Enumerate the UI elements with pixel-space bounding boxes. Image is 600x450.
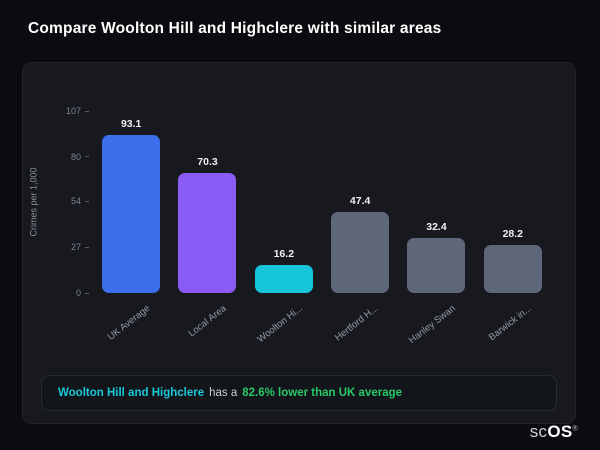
note-stat: 82.6% lower than UK average xyxy=(242,387,403,399)
brand-logo: scOS® xyxy=(530,422,578,442)
y-tick-mark xyxy=(85,292,89,294)
bar-slot: 70.3 Local Area xyxy=(169,111,245,339)
bar-category-label: Woolton Hi... xyxy=(255,303,305,346)
note-box: Woolton Hill and Highclere has a 82.6% l… xyxy=(41,375,557,411)
bar-value-label: 47.4 xyxy=(349,195,371,208)
bar[interactable] xyxy=(407,237,466,293)
bar-slots: 93.1 UK Average 70.3 Local Area 16.2 Woolton … xyxy=(93,111,551,346)
bar-slot: 93.1 UK Average xyxy=(93,111,169,343)
bar[interactable] xyxy=(483,245,542,293)
bar-value-label: 32.4 xyxy=(426,220,447,233)
y-tick-label: 0 xyxy=(75,288,81,298)
bar[interactable] xyxy=(102,134,161,293)
y-tick-mark xyxy=(85,200,89,202)
y-tick: 80 xyxy=(45,152,89,162)
brand-logo-suffix: OS xyxy=(547,422,573,441)
brand-logo-prefix: sc xyxy=(529,422,548,441)
y-tick: 54 xyxy=(45,196,89,206)
bar-slot: 28.2 Barwick in... xyxy=(475,111,551,343)
chart-card: Crimes per 1,000 93.1 UK Average 70.3 Local… xyxy=(22,62,576,424)
y-axis-label-wrap: Crimes per 1,000 xyxy=(27,111,41,293)
y-tick: 27 xyxy=(45,242,89,252)
bar-category-label: UK Average xyxy=(105,303,152,343)
y-tick-label: 27 xyxy=(70,242,81,253)
registered-mark: ® xyxy=(572,425,578,433)
y-tick-label: 80 xyxy=(70,151,81,162)
bar-slot: 47.4 Hertford H... xyxy=(322,111,398,344)
bar[interactable] xyxy=(178,173,237,293)
bar-category-label: Barwick in... xyxy=(486,303,534,344)
bar[interactable] xyxy=(254,265,313,293)
y-tick-mark xyxy=(85,246,89,248)
y-tick: 107 xyxy=(45,106,89,116)
bar-category-label: Local Area xyxy=(186,303,229,340)
bar-slot: 32.4 Hanley Swan xyxy=(398,111,474,346)
bar-value-label: 28.2 xyxy=(502,228,524,241)
bar-category-label: Hanley Swan xyxy=(406,303,458,347)
y-tick: 0 xyxy=(45,288,89,298)
y-tick-mark xyxy=(85,110,89,112)
y-tick-label: 107 xyxy=(65,106,81,116)
bar-value-label: 16.2 xyxy=(273,248,295,261)
y-tick-mark xyxy=(85,156,89,158)
bar-value-label: 93.1 xyxy=(120,117,142,130)
y-tick-label: 54 xyxy=(70,196,81,207)
note-middle-text: has a xyxy=(209,387,238,399)
page-title: Compare Woolton Hill and Highclere with … xyxy=(28,20,442,37)
bar-value-label: 70.3 xyxy=(197,156,218,169)
bar-slot: 16.2 Woolton Hi... xyxy=(246,111,322,345)
bar-category-label: Hertford H... xyxy=(333,303,381,344)
y-axis-label: Crimes per 1,000 xyxy=(29,167,39,237)
note-area-name: Woolton Hill and Highclere xyxy=(58,387,205,399)
plot-area: Crimes per 1,000 93.1 UK Average 70.3 Local… xyxy=(29,106,551,346)
bar[interactable] xyxy=(331,212,390,293)
